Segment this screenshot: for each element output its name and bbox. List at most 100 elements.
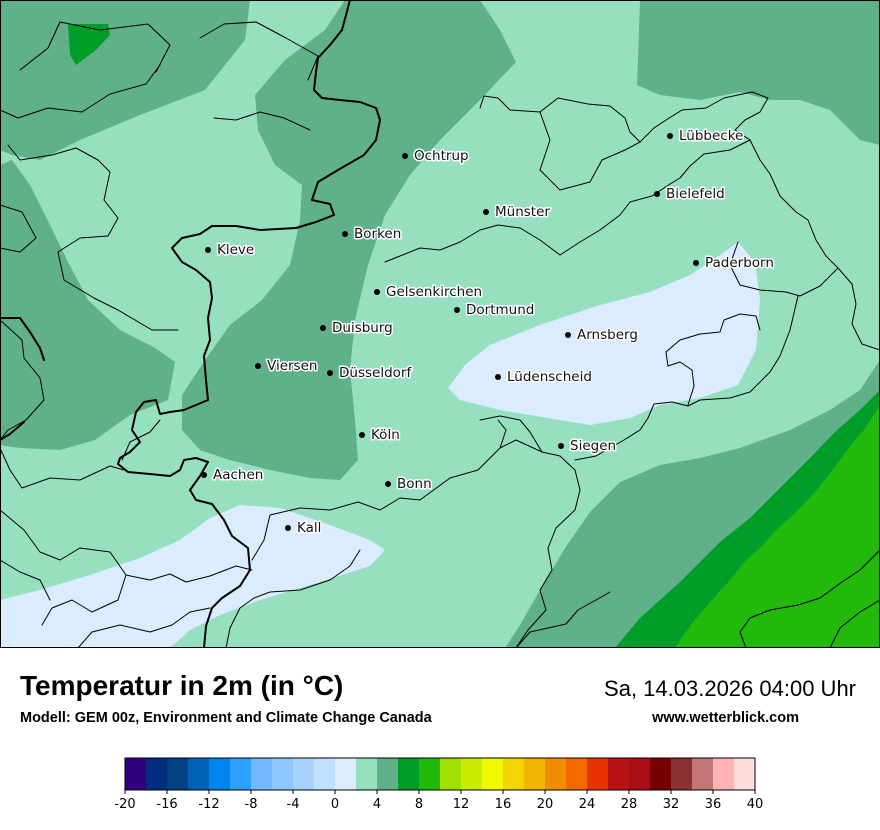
legend-ticks: -20 -16 -12 -8 -4 0 4 8 12 16 20 24 28 32 36 40 xyxy=(114,790,763,812)
city-aachen: Aachen xyxy=(201,466,265,485)
svg-text:Paderborn: Paderborn xyxy=(705,255,774,271)
website-link[interactable]: www.wetterblick.com xyxy=(652,710,799,726)
temp-zone-0-2-eifel xyxy=(0,505,385,648)
svg-text:Kleve: Kleve xyxy=(217,242,254,258)
svg-text:Köln: Köln xyxy=(371,427,400,443)
svg-text:Siegen: Siegen xyxy=(570,438,616,454)
city-arnsberg: Arnsberg xyxy=(565,326,639,345)
legend-swatch xyxy=(566,758,588,790)
legend-swatch xyxy=(188,758,210,790)
temp-zone-4-6-west xyxy=(0,160,175,450)
legend-tick-label: 8 xyxy=(415,797,423,812)
city-koeln: Köln xyxy=(359,426,401,445)
city-duesseldorf: Düsseldorf xyxy=(327,364,414,383)
city-markers: Ochtrup Lübbecke Bielefeld Münster Borke… xyxy=(201,127,775,538)
legend-tick-label: -12 xyxy=(198,797,219,812)
legend-swatch xyxy=(377,758,399,790)
legend-tick-label: 20 xyxy=(537,797,554,812)
temp-zone-0-2-sauerland xyxy=(448,242,760,425)
legend-swatch xyxy=(209,758,231,790)
legend-swatch xyxy=(671,758,693,790)
legend-tick-label: -20 xyxy=(114,797,135,812)
svg-text:Dortmund: Dortmund xyxy=(466,302,534,318)
legend-tick-label: 28 xyxy=(621,797,638,812)
legend-tick-label: -4 xyxy=(287,797,300,812)
legend-tick-label: -8 xyxy=(245,797,258,812)
city-muenster: Münster xyxy=(483,203,552,222)
legend-swatch xyxy=(440,758,462,790)
legend-frame xyxy=(124,757,756,791)
legend-swatch xyxy=(503,758,525,790)
legend-swatches xyxy=(124,757,756,791)
temperature-map: Ochtrup Lübbecke Bielefeld Münster Borke… xyxy=(0,0,880,648)
legend-swatch xyxy=(482,758,504,790)
legend-tick-label: 24 xyxy=(579,797,596,812)
city-siegen: Siegen xyxy=(558,437,618,456)
legend-swatch xyxy=(293,758,315,790)
temp-zone-4-6-northwest xyxy=(0,0,250,160)
city-paderborn: Paderborn xyxy=(693,254,775,273)
legend-swatch xyxy=(524,758,546,790)
svg-text:Duisburg: Duisburg xyxy=(332,320,393,336)
legend-swatch xyxy=(146,758,168,790)
legend-swatch xyxy=(125,758,147,790)
svg-text:Viersen: Viersen xyxy=(267,358,317,374)
legend-swatch xyxy=(167,758,189,790)
legend-swatch xyxy=(650,758,672,790)
model-info: Modell: GEM 00z, Environment and Climate… xyxy=(20,710,432,726)
city-duisburg: Duisburg xyxy=(320,319,394,338)
svg-text:Düsseldorf: Düsseldorf xyxy=(339,365,412,381)
svg-text:Lüdenscheid: Lüdenscheid xyxy=(507,369,592,385)
legend-tick-label: -16 xyxy=(156,797,177,812)
temp-zone-8-10-southeast xyxy=(675,405,880,648)
legend-swatch xyxy=(335,758,357,790)
legend-swatch xyxy=(587,758,609,790)
city-dortmund: Dortmund xyxy=(454,301,536,320)
temp-zone-6-8-north xyxy=(68,24,110,65)
legend-swatch xyxy=(629,758,651,790)
svg-text:Lübbecke: Lübbecke xyxy=(679,128,743,144)
legend-tick-label: 0 xyxy=(331,797,339,812)
legend-swatch xyxy=(713,758,735,790)
legend-swatch xyxy=(398,758,420,790)
legend-tick-label: 36 xyxy=(705,797,722,812)
city-ochtrup: Ochtrup xyxy=(402,147,470,166)
temp-zone-4-6-ruhr xyxy=(182,0,516,480)
svg-text:Münster: Münster xyxy=(495,204,550,220)
temp-zone-4-6-northeast xyxy=(637,0,880,145)
footer: Temperatur in 2m (in °C) Modell: GEM 00z… xyxy=(0,648,880,830)
map-title: Temperatur in 2m (in °C) xyxy=(20,670,344,701)
svg-text:Bonn: Bonn xyxy=(397,476,432,492)
city-luebbecke: Lübbecke xyxy=(667,127,745,146)
svg-text:Aachen: Aachen xyxy=(213,467,263,483)
svg-text:Ochtrup: Ochtrup xyxy=(414,148,469,164)
city-bonn: Bonn xyxy=(385,475,433,494)
svg-text:Arnsberg: Arnsberg xyxy=(577,327,638,343)
legend-tick-label: 12 xyxy=(453,797,470,812)
legend-swatch xyxy=(356,758,378,790)
legend-swatch xyxy=(608,758,630,790)
legend-swatch xyxy=(419,758,441,790)
city-kall: Kall xyxy=(285,519,323,538)
city-luedenscheid: Lüdenscheid xyxy=(495,368,593,387)
city-kleve: Kleve xyxy=(205,241,256,260)
legend-tick-label: 32 xyxy=(663,797,680,812)
legend-tick-label: 4 xyxy=(373,797,381,812)
legend-swatch xyxy=(692,758,714,790)
legend-tick-label: 16 xyxy=(495,797,512,812)
legend-swatch xyxy=(734,758,756,790)
legend-swatch xyxy=(545,758,567,790)
legend-tick-label: 40 xyxy=(747,797,764,812)
city-borken: Borken xyxy=(342,225,403,244)
forecast-datetime: Sa, 14.03.2026 04:00 Uhr xyxy=(604,676,856,701)
city-bielefeld: Bielefeld xyxy=(654,185,726,204)
svg-text:Gelsenkirchen: Gelsenkirchen xyxy=(386,284,482,300)
city-gelsenkirchen: Gelsenkirchen xyxy=(374,283,484,302)
legend-swatch xyxy=(272,758,294,790)
svg-text:Bielefeld: Bielefeld xyxy=(666,186,725,202)
border-lines xyxy=(0,0,880,648)
svg-text:Borken: Borken xyxy=(354,226,401,242)
svg-text:Kall: Kall xyxy=(297,520,321,536)
color-legend: -20 -16 -12 -8 -4 0 4 8 12 16 20 24 28 32 36 40 xyxy=(114,757,763,812)
legend-swatch xyxy=(230,758,252,790)
